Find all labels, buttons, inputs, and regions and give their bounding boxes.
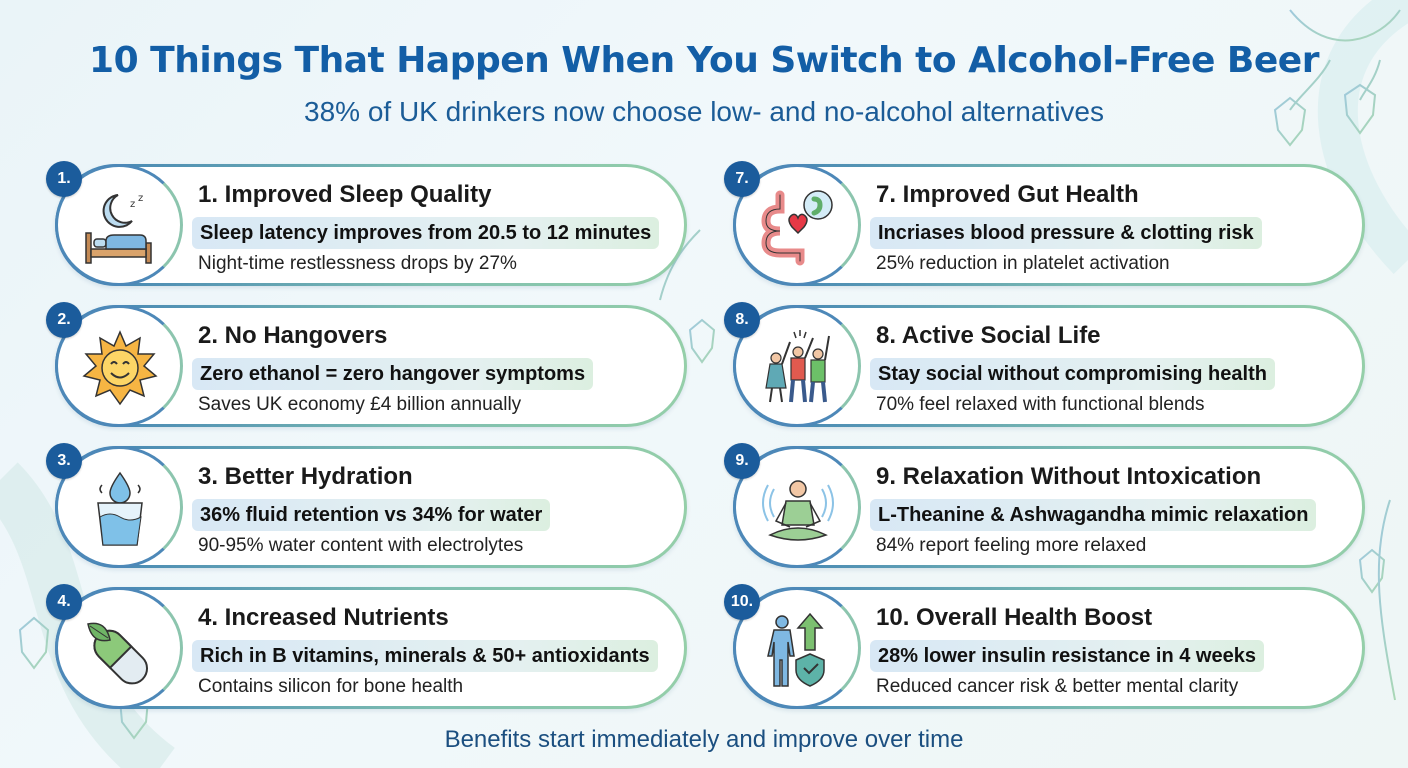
card-title: 9. Relaxation Without Intoxication [876, 463, 1262, 490]
benefit-card-1: z z 1. 1. Improved Sleep Quality Sleep l… [46, 161, 687, 286]
card-title: 3. Better Hydration [198, 463, 413, 490]
number-badge: 1. [46, 161, 82, 197]
card-highlight: Incriases blood pressure & clotting risk [870, 217, 1262, 249]
card-detail: 84% report feeling more relaxed [876, 535, 1147, 556]
footer-tagline: Benefits start immediately and improve o… [444, 726, 964, 753]
benefit-card-8: 8. 8. Active Social Life Stay social wit… [724, 302, 1365, 427]
number-badge: 8. [724, 302, 760, 338]
card-detail: 70% feel relaxed with functional blends [876, 394, 1205, 415]
benefit-card-4: 4. 4. Increased Nutrients Rich in B vita… [46, 584, 687, 709]
card-highlight: Sleep latency improves from 20.5 to 12 m… [192, 217, 660, 249]
number-badge: 9. [724, 443, 760, 479]
card-detail: Contains silicon for bone health [198, 676, 464, 697]
water-glass-drop-icon [97, 471, 143, 546]
icon-circle [733, 446, 861, 568]
card-title: 7. Improved Gut Health [876, 181, 1139, 208]
benefit-card-2: 2. 2. No Hangovers Zero ethanol = zero h… [46, 302, 687, 427]
card-title: 10. Overall Health Boost [876, 604, 1153, 631]
capsule-leaf-icon [87, 622, 149, 685]
card-title: 2. No Hangovers [198, 322, 388, 349]
card-highlight: L-Theanine & Ashwagandha mimic relaxatio… [870, 499, 1317, 531]
gut-heart-icon [761, 190, 833, 266]
benefit-card-3: 3. 3. Better Hydration 36% fluid retenti… [46, 443, 687, 568]
meditation-person-icon [762, 480, 834, 541]
number-badge: 2. [46, 302, 82, 338]
card-title: 8. Active Social Life [876, 322, 1101, 349]
benefit-card-7: 7. 7. Improved Gut Health Incriases bloo… [724, 161, 1365, 286]
card-highlight: Zero ethanol = zero hangover symptoms [192, 358, 594, 390]
card-highlight: 28% lower insulin resistance in 4 weeks [870, 640, 1264, 672]
number-badge: 3. [46, 443, 82, 479]
card-title: 4. Increased Nutrients [198, 604, 449, 631]
smiling-sun-icon [82, 330, 158, 406]
card-title: 1. Improved Sleep Quality [198, 181, 492, 208]
benefit-card-9: 9. 9. Relaxation Without Intoxication L-… [724, 443, 1365, 568]
page-subtitle: 38% of UK drinkers now choose low- and n… [304, 96, 1104, 127]
svg-text:z: z [130, 199, 135, 210]
friends-cheering-icon [765, 330, 830, 403]
card-highlight: Stay social without compromising health [870, 358, 1275, 390]
card-highlight: 36% fluid retention vs 34% for water [192, 499, 551, 531]
card-detail: 25% reduction in platelet activation [876, 253, 1170, 274]
card-highlight: Rich in B vitamins, minerals & 50+ antio… [192, 640, 658, 672]
card-detail: Night-time restlessness drops by 27% [198, 253, 517, 274]
card-detail: 90-95% water content with electrolytes [198, 535, 524, 556]
number-badge: 10. [724, 584, 760, 620]
card-detail: Reduced cancer risk & better mental clar… [876, 676, 1239, 697]
card-detail: Saves UK economy £4 billion annually [198, 394, 522, 415]
number-badge: 7. [724, 161, 760, 197]
number-badge: 4. [46, 584, 82, 620]
sleep-bed-moon-icon: z z [85, 193, 152, 264]
person-arrow-shield-icon [767, 612, 825, 687]
page-title: 10 Things That Happen When You Switch to… [89, 40, 1319, 81]
svg-text:z: z [138, 193, 143, 204]
benefit-card-10: 10. 10. Overall Health Boost 28% lower i… [724, 584, 1365, 709]
